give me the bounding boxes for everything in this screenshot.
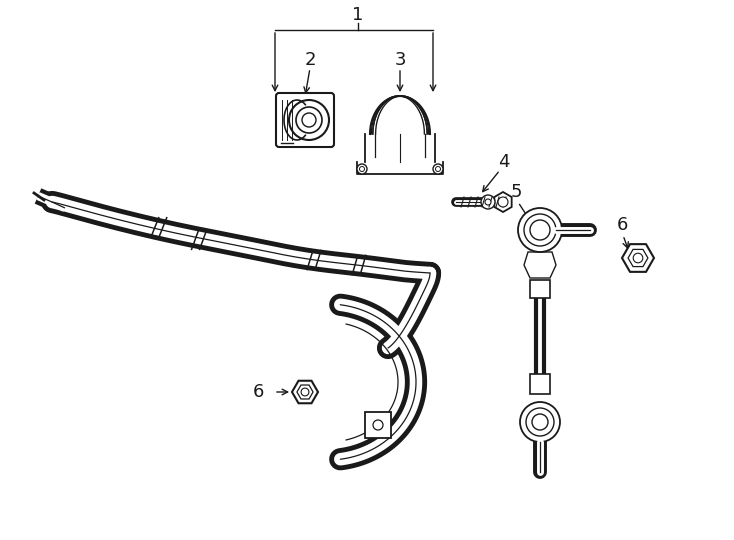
Polygon shape	[524, 252, 556, 278]
Circle shape	[481, 195, 495, 209]
Circle shape	[532, 414, 548, 430]
Text: 2: 2	[305, 51, 316, 69]
Circle shape	[302, 113, 316, 127]
Text: 6: 6	[617, 216, 628, 234]
Circle shape	[435, 166, 440, 172]
Circle shape	[524, 214, 556, 246]
Circle shape	[357, 164, 367, 174]
Polygon shape	[297, 385, 313, 399]
Polygon shape	[357, 162, 443, 174]
Circle shape	[296, 107, 322, 133]
Circle shape	[498, 197, 508, 207]
Polygon shape	[292, 381, 318, 403]
FancyBboxPatch shape	[530, 374, 550, 394]
Circle shape	[433, 164, 443, 174]
Text: 6: 6	[252, 383, 264, 401]
FancyBboxPatch shape	[276, 93, 334, 147]
Text: 5: 5	[510, 183, 522, 201]
Polygon shape	[494, 192, 512, 212]
Circle shape	[485, 199, 491, 205]
Circle shape	[289, 100, 329, 140]
Circle shape	[373, 420, 383, 430]
Text: 3: 3	[394, 51, 406, 69]
Circle shape	[530, 220, 550, 240]
Polygon shape	[628, 249, 648, 267]
Circle shape	[518, 208, 562, 252]
Text: 4: 4	[498, 153, 509, 171]
Circle shape	[526, 408, 554, 436]
Circle shape	[520, 402, 560, 442]
Circle shape	[633, 253, 643, 263]
Circle shape	[360, 166, 365, 172]
FancyBboxPatch shape	[530, 280, 550, 298]
Text: 1: 1	[352, 6, 363, 24]
Circle shape	[301, 388, 309, 396]
Polygon shape	[622, 244, 654, 272]
FancyBboxPatch shape	[365, 412, 391, 438]
